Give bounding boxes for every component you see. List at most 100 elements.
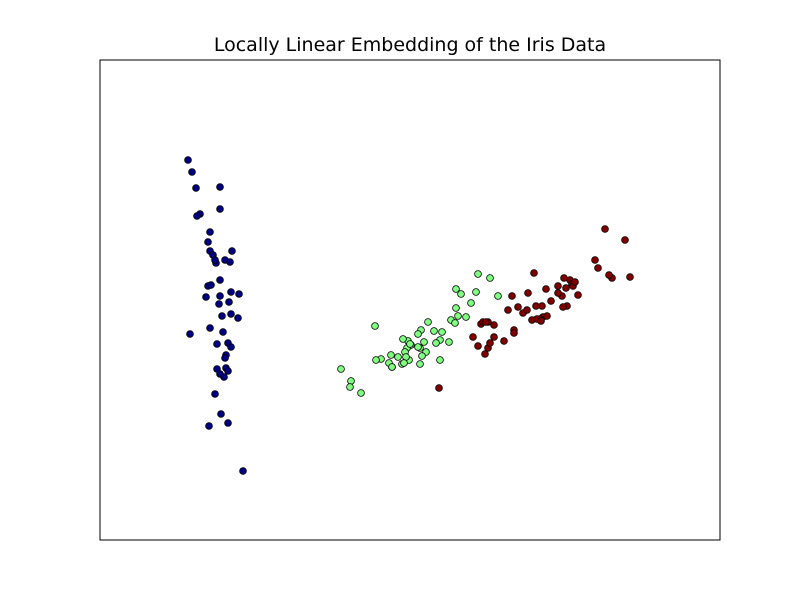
data-point [554, 282, 562, 290]
data-point [451, 319, 459, 327]
plot-area-frame [99, 59, 721, 541]
data-point [532, 302, 540, 310]
series-0 [184, 156, 247, 475]
data-point [216, 205, 224, 213]
data-point [508, 292, 516, 300]
data-point [211, 256, 219, 264]
data-point [206, 228, 214, 236]
data-point [207, 281, 215, 289]
data-point [490, 321, 498, 329]
data-point [542, 285, 550, 293]
data-point [192, 184, 200, 192]
data-point [357, 389, 365, 397]
data-point [221, 354, 229, 362]
data-point [490, 333, 498, 341]
data-point [227, 310, 235, 318]
data-point [216, 183, 224, 191]
data-point [445, 338, 453, 346]
data-point [235, 290, 243, 298]
data-point [601, 225, 609, 233]
series-1 [337, 270, 502, 397]
data-point [514, 303, 522, 311]
data-point [523, 306, 531, 314]
data-point [234, 314, 242, 322]
data-point [205, 422, 213, 430]
data-point [337, 365, 345, 373]
data-point [504, 306, 512, 314]
data-point [438, 328, 446, 336]
data-point [594, 264, 602, 272]
data-point [228, 247, 236, 255]
data-point [388, 363, 396, 371]
data-point [217, 410, 225, 418]
data-point [481, 350, 489, 358]
data-point [469, 333, 477, 341]
data-point [206, 324, 214, 332]
data-point [211, 390, 219, 398]
data-point [591, 256, 599, 264]
data-point [424, 318, 432, 326]
data-point [436, 356, 444, 364]
data-point [467, 299, 475, 307]
data-point [406, 340, 414, 348]
data-point [215, 300, 223, 308]
data-point [193, 212, 201, 220]
data-point [202, 293, 210, 301]
data-point [474, 342, 482, 350]
data-point [432, 339, 440, 347]
data-point [346, 383, 354, 391]
data-point [524, 289, 532, 297]
data-point [216, 276, 224, 284]
data-point [486, 339, 494, 347]
data-point [482, 318, 490, 326]
data-point [414, 343, 422, 351]
data-point [605, 271, 613, 279]
data-point [559, 303, 567, 311]
data-point [486, 274, 494, 282]
data-point [547, 297, 555, 305]
data-point [543, 312, 551, 320]
data-point [226, 258, 234, 266]
data-point [430, 327, 438, 335]
data-point [571, 278, 579, 286]
data-point [216, 292, 224, 300]
data-point [530, 269, 538, 277]
data-point [188, 168, 196, 176]
points-layer [184, 156, 634, 475]
data-point [500, 337, 508, 345]
data-point [562, 284, 570, 292]
data-point [621, 236, 629, 244]
data-point [224, 419, 232, 427]
data-point [387, 351, 395, 359]
data-point [219, 328, 227, 336]
data-point [454, 312, 462, 320]
data-point [372, 356, 380, 364]
data-point [554, 289, 562, 297]
data-point [239, 467, 247, 475]
data-point [371, 322, 379, 330]
data-point [574, 291, 582, 299]
data-point [186, 330, 194, 338]
series-2 [435, 225, 634, 392]
data-point [626, 273, 634, 281]
data-point [400, 359, 408, 367]
data-point [472, 288, 480, 296]
data-point [435, 384, 443, 392]
data-point [227, 288, 235, 296]
chart-title: Locally Linear Embedding of the Iris Dat… [213, 34, 607, 56]
data-point [218, 312, 226, 320]
data-point [510, 329, 518, 337]
data-point [399, 335, 407, 343]
data-point [213, 340, 221, 348]
data-point [452, 304, 460, 312]
data-point [462, 313, 470, 321]
data-point [560, 274, 568, 282]
data-point [452, 285, 460, 293]
data-point [414, 330, 422, 338]
data-point [184, 156, 192, 164]
data-point [227, 343, 235, 351]
data-point [474, 270, 482, 278]
data-point [220, 373, 228, 381]
data-point [416, 360, 424, 368]
